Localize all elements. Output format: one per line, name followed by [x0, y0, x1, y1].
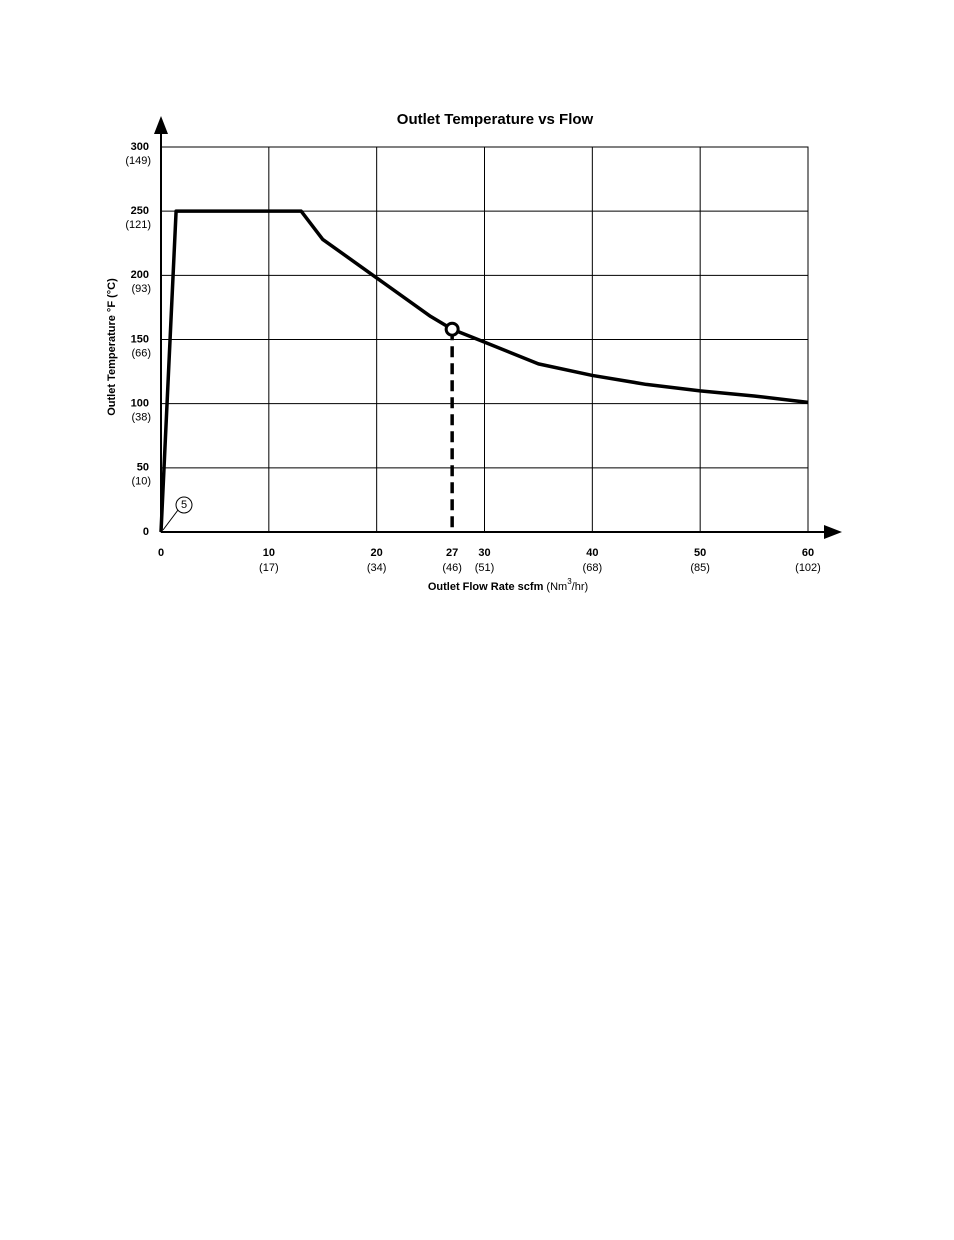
- y-tick-label: 50: [137, 462, 149, 474]
- x-tick-label: 10: [263, 547, 275, 559]
- x-arrow: [824, 525, 842, 539]
- x-axis-unit: (Nm: [546, 581, 567, 593]
- x-tick-label: 50: [694, 547, 706, 559]
- y-tick-label: 100: [131, 398, 149, 410]
- x-tick-metric-label: (68): [583, 562, 603, 574]
- x-tick-metric-label: (46): [442, 562, 462, 574]
- y-tick-label: 200: [131, 269, 149, 281]
- y-arrow: [154, 116, 168, 134]
- y-axis-label: Outlet Temperature °F (°C): [106, 278, 118, 416]
- x-tick-metric-label: (17): [259, 562, 279, 574]
- x-tick-label: 40: [586, 547, 598, 559]
- y-tick-metric-label: (38): [131, 412, 151, 424]
- y-tick-label: 250: [131, 205, 149, 217]
- x-axis-label: Outlet Flow Rate scfm (Nm3/hr): [428, 577, 588, 593]
- x-tick-metric-label: (102): [795, 562, 821, 574]
- x-axis-unit-sup: 3: [567, 577, 572, 586]
- x-tick-label: 30: [478, 547, 490, 559]
- y-tick-metric-label: (149): [125, 155, 151, 167]
- line: [159, 209, 809, 533]
- callout-leader: [162, 509, 179, 531]
- x-tick-label: 60: [802, 547, 814, 559]
- x-axis-unit-end: /hr): [572, 581, 589, 593]
- y-tick-label: 300: [131, 141, 149, 153]
- x-tick-metric-label: (51): [475, 562, 495, 574]
- reference-point: [444, 321, 460, 337]
- y-tick-metric-label: (66): [131, 347, 151, 359]
- x-tick-label: 0: [158, 547, 164, 559]
- x-tick-label: 20: [371, 547, 383, 559]
- callout-label: 5: [181, 499, 187, 511]
- x-axis-label-main: Outlet Flow Rate scfm: [428, 581, 544, 593]
- chart-title: Outlet Temperature vs Flow: [397, 111, 594, 128]
- y-tick-metric-label: (10): [131, 476, 151, 488]
- y-tick-label: 150: [131, 333, 149, 345]
- y-tick-metric-label: (121): [125, 219, 151, 231]
- x-tick-metric-label: (85): [690, 562, 710, 574]
- x-tick-metric-label: (34): [367, 562, 387, 574]
- y-tick-metric-label: (93): [131, 283, 151, 295]
- x-tick-label: 27: [446, 547, 458, 559]
- callout-circle: [175, 496, 193, 514]
- y-tick-label: 0: [143, 526, 149, 538]
